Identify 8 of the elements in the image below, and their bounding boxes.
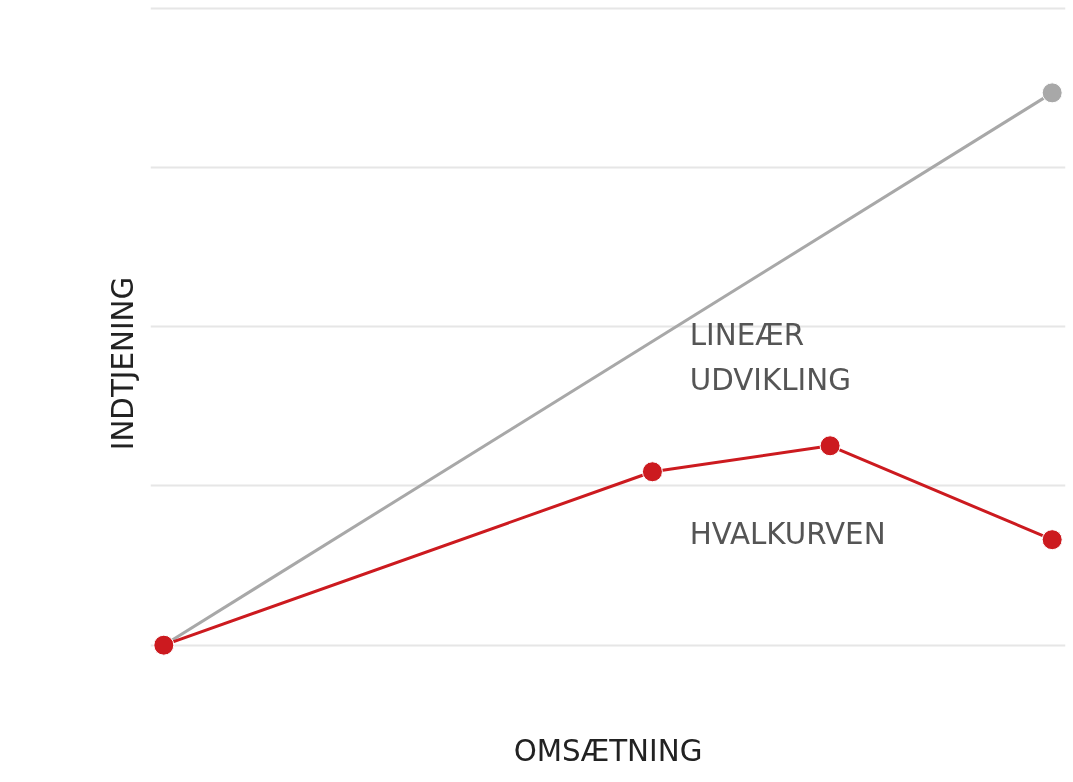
y-axis-title: INDTJENING (105, 276, 140, 451)
point (641, 461, 663, 483)
series-label: HVALKURVEN (689, 517, 886, 552)
series-label: LINEÆR UDVIKLING (689, 318, 851, 397)
x-axis-title: OMSÆTNING (513, 733, 703, 768)
point (1041, 82, 1063, 104)
point (819, 435, 841, 457)
point (1041, 529, 1063, 551)
